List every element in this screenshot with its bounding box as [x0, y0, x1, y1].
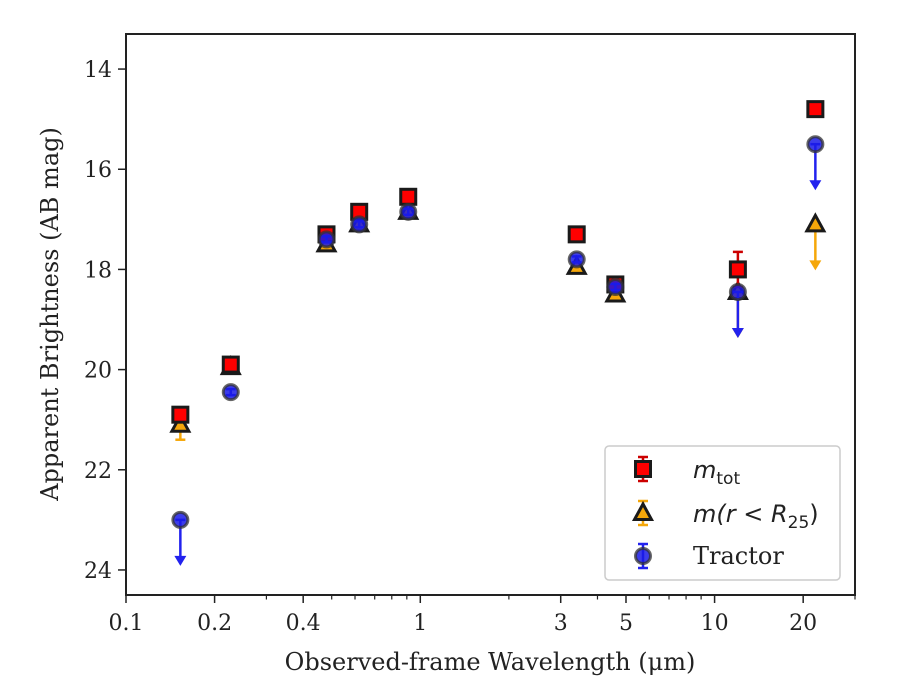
y-tick-label: 24	[84, 559, 112, 584]
legend-box	[604, 445, 841, 581]
x-tick-label: 3	[554, 611, 568, 636]
x-tick-label: 0.1	[109, 611, 144, 636]
y-axis-label: Apparent Brightness (AB mag)	[36, 127, 64, 502]
marker-circle	[567, 250, 586, 269]
x-axis-label: Observed-frame Wavelength (μm)	[285, 648, 696, 676]
upper-limit-arrow-head	[809, 260, 822, 271]
upper-limit-arrow-head	[809, 180, 822, 191]
legend-marker-circle	[634, 547, 652, 565]
marker-square	[171, 405, 190, 424]
x-tick-label: 1	[413, 611, 427, 636]
y-tick-label: 22	[84, 459, 112, 484]
x-tick-label: 0.4	[286, 611, 321, 636]
legend-marker-triangle	[631, 500, 655, 521]
y-tick-label: 20	[84, 359, 112, 384]
marker-circle	[350, 215, 369, 234]
marker-circle	[728, 282, 747, 301]
marker-square	[221, 355, 240, 374]
x-tick-label: 5	[619, 611, 633, 636]
plot-frame	[125, 33, 856, 596]
legend-label-sub: 25	[788, 513, 810, 533]
y-tick-label: 18	[84, 258, 112, 283]
x-tick-label: 0.2	[197, 611, 232, 636]
marker-circle	[806, 135, 825, 154]
series-circle	[171, 135, 825, 566]
legend-marker-square	[634, 460, 652, 478]
marker-triangle	[804, 212, 827, 233]
marker-circle	[221, 383, 240, 402]
x-tick-label: 10	[701, 611, 729, 636]
y-axis: 14 16 18 20 22 24	[84, 58, 126, 584]
marker-circle	[399, 202, 418, 221]
x-tick-label: 20	[789, 611, 817, 636]
upper-limit-arrow-head	[731, 327, 744, 338]
marker-circle	[171, 510, 190, 529]
y-tick-label: 16	[84, 158, 112, 183]
marker-square	[399, 187, 418, 206]
marker-circle	[606, 277, 625, 296]
legend-label-tail: )	[809, 500, 818, 528]
upper-limit-arrow-head	[174, 555, 187, 566]
y-tick-label: 14	[84, 58, 112, 83]
marker-square	[806, 100, 825, 119]
x-axis: 0.1 0.2 0.4 1 3 5 10 20	[109, 595, 856, 636]
marker-square	[728, 260, 747, 279]
marker-circle	[317, 230, 336, 249]
legend-label-sub: tot	[716, 469, 740, 489]
legend-label-tractor: Tractor	[693, 542, 784, 570]
data-marks	[169, 100, 827, 566]
marker-square	[567, 225, 586, 244]
